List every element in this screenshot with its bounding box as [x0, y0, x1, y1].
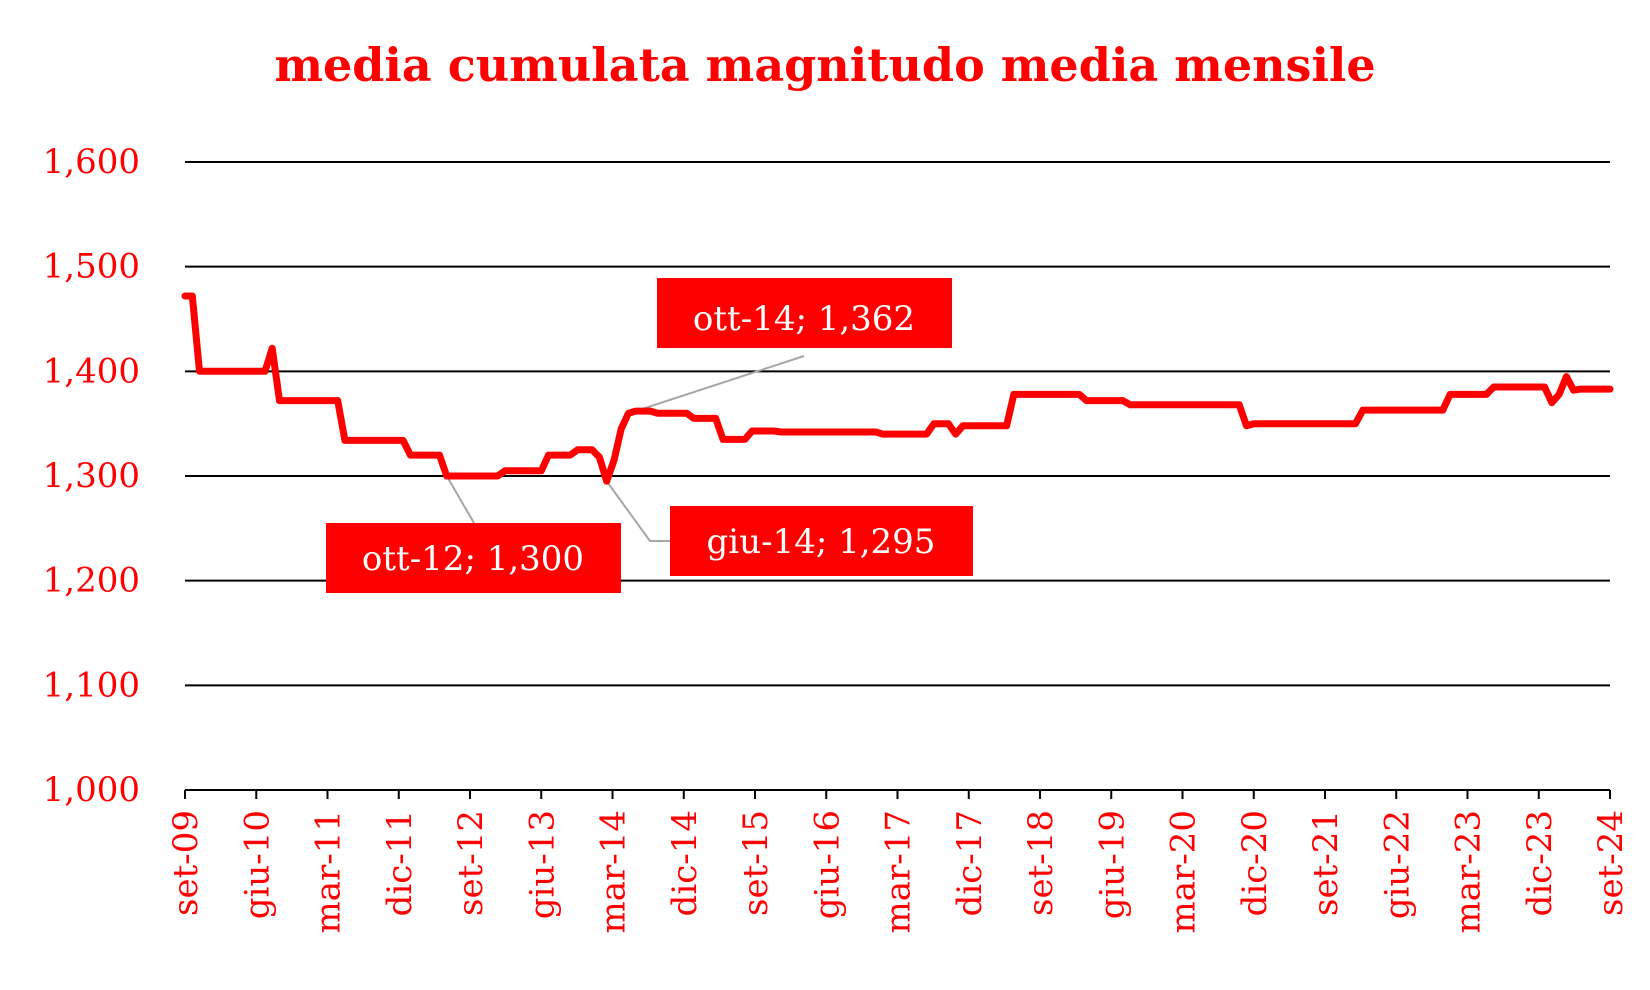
y-tick-label: 1,400 — [43, 351, 140, 391]
series-line — [181, 292, 1614, 485]
annotation-connector — [445, 475, 475, 524]
gridlines — [185, 161, 1610, 687]
x-tick-label: set-21 — [1306, 810, 1346, 916]
series-line — [181, 292, 1614, 485]
x-tick-label: mar-23 — [1449, 810, 1489, 934]
x-tick-label: giu-10 — [237, 810, 277, 919]
x-tick-label: set-09 — [166, 810, 206, 916]
annotations: ott-14; 1,362 ott-12; 1,300 giu-14; 1,295 — [326, 278, 973, 593]
x-tick-label: giu-22 — [1377, 810, 1417, 919]
y-tick-label: 1,100 — [43, 665, 140, 705]
annotation-box — [326, 523, 621, 593]
x-tick-label: mar-20 — [1164, 810, 1204, 934]
annotation-label: ott-12; 1,300 — [362, 539, 584, 579]
y-axis-ticks: 1,000 1,100 1,200 1,300 1,400 1,500 1,600 — [43, 142, 140, 810]
x-tick-label: set-18 — [1021, 810, 1061, 916]
annotation-connectors — [445, 355, 805, 542]
x-tick-label: mar-11 — [309, 810, 349, 934]
y-tick-label: 1,600 — [43, 142, 140, 182]
y-tick-label: 1,500 — [43, 247, 140, 287]
x-tick-label: dic-17 — [950, 810, 990, 916]
annotation-label: giu-14; 1,295 — [707, 522, 936, 562]
annotation-connector — [605, 480, 670, 542]
x-axis-ticks: set-09 giu-10 mar-11 dic-11 set-12 giu-13 mar-… — [166, 790, 1631, 934]
x-tick-label: mar-17 — [879, 810, 919, 934]
y-tick-label: 1,200 — [43, 561, 140, 601]
annotation-box — [670, 506, 973, 576]
x-tick-label: dic-11 — [380, 810, 420, 916]
x-tick-label: giu-13 — [522, 810, 562, 919]
x-tick-label: giu-19 — [1092, 810, 1132, 919]
x-tick-label: set-12 — [451, 810, 491, 916]
x-tick-label: dic-20 — [1235, 810, 1275, 916]
x-tick-label: giu-16 — [807, 810, 847, 919]
y-tick-label: 1,000 — [43, 770, 140, 810]
x-tick-label: dic-23 — [1520, 810, 1560, 916]
annotation-label: ott-14; 1,362 — [693, 299, 915, 339]
x-tick-label: set-24 — [1591, 810, 1631, 916]
x-tick-label: mar-14 — [594, 810, 634, 934]
chart-title: media cumulata magnitudo media mensile — [274, 38, 1376, 92]
x-tick-label: set-15 — [736, 810, 776, 916]
annotation-box — [657, 278, 952, 348]
y-tick-label: 1,300 — [43, 456, 140, 496]
annotation-connector — [635, 355, 805, 413]
x-tick-label: dic-14 — [665, 810, 705, 916]
